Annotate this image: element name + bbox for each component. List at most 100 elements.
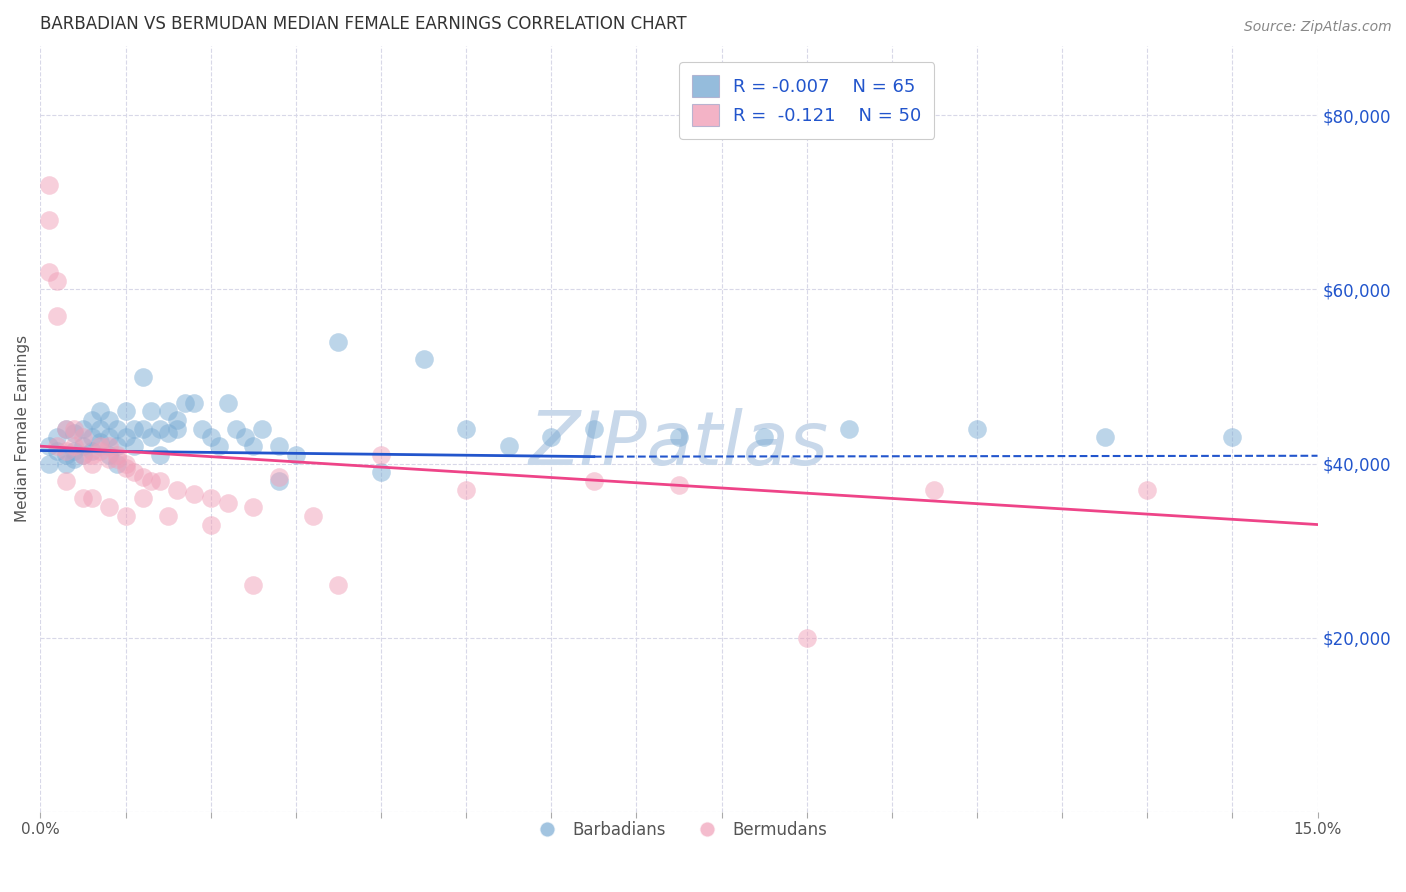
Point [242, 500, 264, 515]
Point [166, 483, 188, 497]
Point [89, 404, 111, 418]
Point [582, 422, 605, 436]
Point [63, 422, 86, 436]
Point [1094, 430, 1116, 444]
Point [217, 496, 239, 510]
Point [668, 430, 690, 444]
Point [166, 422, 188, 436]
Point [183, 487, 205, 501]
Point [267, 469, 290, 483]
Point [139, 474, 162, 488]
Point [97, 500, 120, 515]
Point [80, 413, 103, 427]
Point [122, 422, 145, 436]
Text: Source: ZipAtlas.com: Source: ZipAtlas.com [1244, 20, 1392, 34]
Point [89, 439, 111, 453]
Point [267, 474, 290, 488]
Point [80, 448, 103, 462]
Point [174, 395, 197, 409]
Point [63, 426, 86, 441]
Point [72, 448, 94, 462]
Y-axis label: Median Female Earnings: Median Female Earnings [15, 335, 30, 523]
Point [540, 430, 562, 444]
Point [225, 422, 247, 436]
Point [105, 457, 128, 471]
Point [208, 439, 231, 453]
Point [38, 265, 60, 279]
Point [200, 491, 222, 506]
Point [1222, 430, 1244, 444]
Point [55, 448, 77, 462]
Point [55, 422, 77, 436]
Point [46, 439, 69, 453]
Point [582, 474, 605, 488]
Point [284, 448, 307, 462]
Point [796, 631, 818, 645]
Point [80, 457, 103, 471]
Point [97, 413, 120, 427]
Point [157, 404, 180, 418]
Point [105, 422, 128, 436]
Point [46, 274, 69, 288]
Point [412, 352, 434, 367]
Point [89, 422, 111, 436]
Point [328, 578, 350, 592]
Point [242, 578, 264, 592]
Point [97, 448, 120, 462]
Point [55, 474, 77, 488]
Point [46, 430, 69, 444]
Point [242, 439, 264, 453]
Point [250, 422, 273, 436]
Point [97, 430, 120, 444]
Point [122, 439, 145, 453]
Point [328, 334, 350, 349]
Point [80, 443, 103, 458]
Point [267, 439, 290, 453]
Point [114, 404, 136, 418]
Point [370, 465, 392, 479]
Point [72, 430, 94, 444]
Point [72, 439, 94, 453]
Point [38, 178, 60, 192]
Point [55, 457, 77, 471]
Point [838, 422, 860, 436]
Point [131, 369, 153, 384]
Point [80, 491, 103, 506]
Point [97, 439, 120, 453]
Point [200, 430, 222, 444]
Point [89, 443, 111, 458]
Point [114, 461, 136, 475]
Point [105, 452, 128, 467]
Point [1136, 483, 1159, 497]
Point [166, 413, 188, 427]
Point [114, 508, 136, 523]
Point [72, 422, 94, 436]
Point [752, 430, 775, 444]
Point [183, 395, 205, 409]
Point [149, 422, 172, 436]
Point [157, 508, 180, 523]
Point [191, 422, 214, 436]
Point [131, 491, 153, 506]
Point [302, 508, 325, 523]
Text: BARBADIAN VS BERMUDAN MEDIAN FEMALE EARNINGS CORRELATION CHART: BARBADIAN VS BERMUDAN MEDIAN FEMALE EARN… [41, 15, 688, 33]
Point [370, 448, 392, 462]
Point [80, 430, 103, 444]
Point [72, 448, 94, 462]
Point [966, 422, 988, 436]
Point [131, 422, 153, 436]
Point [63, 452, 86, 467]
Point [55, 443, 77, 458]
Point [149, 474, 172, 488]
Point [114, 430, 136, 444]
Point [122, 465, 145, 479]
Point [139, 430, 162, 444]
Point [233, 430, 256, 444]
Point [139, 404, 162, 418]
Legend: Barbadians, Bermudans: Barbadians, Bermudans [524, 814, 834, 846]
Point [72, 491, 94, 506]
Point [38, 212, 60, 227]
Point [105, 439, 128, 453]
Point [46, 309, 69, 323]
Point [668, 478, 690, 492]
